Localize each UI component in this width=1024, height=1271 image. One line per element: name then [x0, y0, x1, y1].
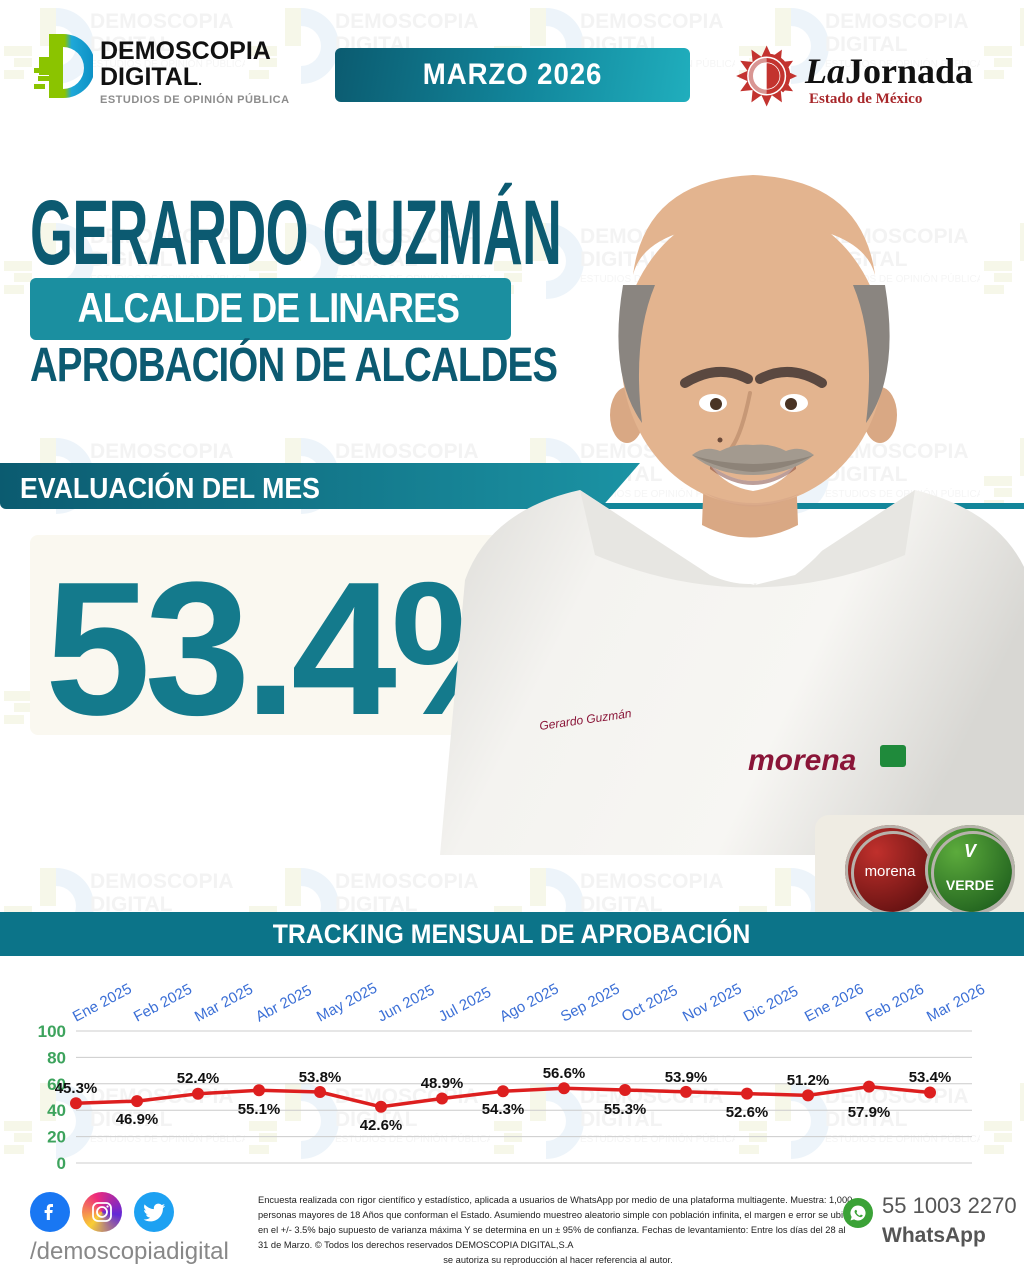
svg-text:53.4%: 53.4%	[909, 1069, 952, 1086]
svg-text:100: 100	[38, 1022, 66, 1041]
svg-text:Feb 2025: Feb 2025	[131, 981, 195, 1026]
svg-text:Feb 2026: Feb 2026	[863, 981, 927, 1026]
svg-text:54.3%: 54.3%	[482, 1101, 525, 1118]
svg-text:Sep 2025: Sep 2025	[558, 980, 623, 1025]
svg-text:Ago 2025: Ago 2025	[497, 980, 562, 1025]
svg-text:Abr 2025: Abr 2025	[253, 982, 315, 1026]
svg-text:Mar 2026: Mar 2026	[924, 981, 988, 1026]
svg-text:53.9%: 53.9%	[665, 1069, 708, 1086]
svg-text:46.9%: 46.9%	[116, 1111, 159, 1128]
svg-text:80: 80	[47, 1048, 66, 1067]
svg-text:55.1%: 55.1%	[238, 1101, 281, 1118]
svg-text:20: 20	[47, 1128, 66, 1147]
svg-text:45.3%: 45.3%	[55, 1080, 98, 1097]
svg-text:Jun 2025: Jun 2025	[375, 982, 437, 1026]
svg-text:55.3%: 55.3%	[604, 1101, 647, 1118]
svg-text:56.6%: 56.6%	[543, 1065, 586, 1082]
svg-text:Ene 2025: Ene 2025	[70, 980, 135, 1025]
svg-text:Oct 2025: Oct 2025	[619, 982, 681, 1026]
svg-text:48.9%: 48.9%	[421, 1075, 464, 1092]
svg-text:52.6%: 52.6%	[726, 1104, 769, 1121]
svg-text:Jul 2025: Jul 2025	[436, 984, 494, 1026]
svg-text:Dic 2025: Dic 2025	[741, 983, 801, 1026]
svg-text:52.4%: 52.4%	[177, 1070, 220, 1087]
svg-text:Ene 2026: Ene 2026	[802, 980, 867, 1025]
svg-text:42.6%: 42.6%	[360, 1117, 403, 1134]
svg-text:51.2%: 51.2%	[787, 1072, 830, 1089]
svg-text:May 2025: May 2025	[314, 980, 380, 1026]
svg-text:57.9%: 57.9%	[848, 1104, 891, 1121]
svg-text:0: 0	[57, 1154, 66, 1173]
svg-text:40: 40	[47, 1101, 66, 1120]
svg-text:53.8%: 53.8%	[299, 1069, 342, 1086]
svg-text:Mar 2025: Mar 2025	[192, 981, 256, 1026]
svg-text:Nov 2025: Nov 2025	[680, 980, 745, 1025]
